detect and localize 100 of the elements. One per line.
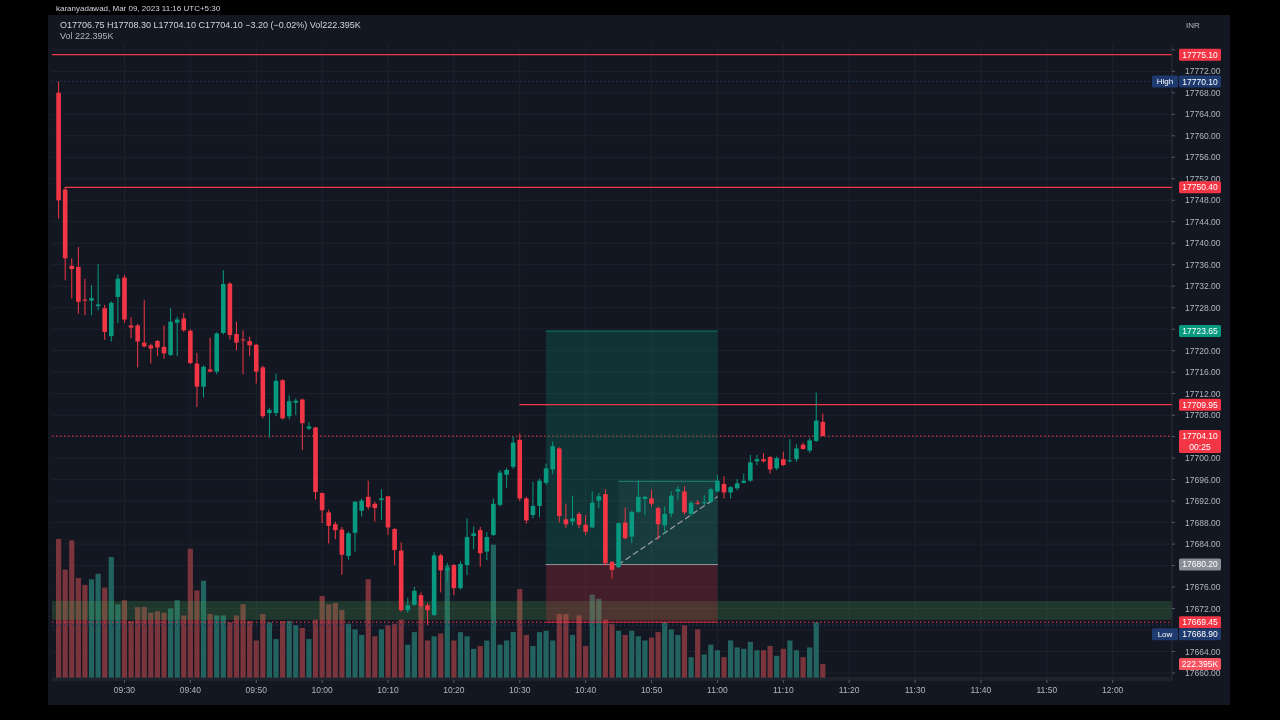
- ref-line-label: 17775.10: [1182, 49, 1218, 60]
- candlestick: [748, 454, 753, 483]
- y-tick-label: 17712.00: [1185, 388, 1221, 399]
- bar: [714, 650, 721, 678]
- x-tick-label: 10:10: [377, 685, 399, 695]
- bar: [774, 655, 780, 678]
- candlestick: [201, 364, 206, 398]
- ref-line-label: 17669.45: [1182, 617, 1218, 628]
- candlestick: [135, 323, 140, 368]
- x-tick-label: 11:20: [838, 685, 860, 695]
- bar: [615, 630, 622, 678]
- candlestick: [701, 494, 707, 506]
- candlestick: [69, 257, 75, 300]
- ref-line-label: High 17770.10: [1156, 76, 1218, 87]
- candlestick: [89, 284, 94, 316]
- bar: [200, 580, 207, 678]
- y-tick-label: 17676.00: [1185, 582, 1221, 593]
- candlestick: [102, 304, 108, 341]
- y-tick-label: 17700.00: [1185, 453, 1221, 464]
- candlestick: [570, 495, 575, 526]
- x-tick-label: 10:40: [575, 685, 597, 695]
- bar: [306, 639, 312, 678]
- candlestick: [477, 526, 483, 568]
- bar: [438, 633, 444, 678]
- x-tick-label: 09:50: [245, 685, 268, 695]
- candlestick: [392, 527, 397, 566]
- text: 17680.20: [1182, 559, 1218, 570]
- bar: [88, 579, 95, 678]
- bar: [214, 615, 220, 678]
- y-tick-label: 17672.00: [1185, 603, 1221, 614]
- bar: [648, 637, 655, 678]
- candlestick: [95, 263, 101, 311]
- bar: [174, 600, 180, 678]
- bar: [629, 630, 635, 678]
- candlestick: [471, 525, 476, 550]
- candlestick: [412, 586, 417, 607]
- series-label: 17709.95: [1182, 399, 1218, 410]
- candlestick: [662, 505, 668, 534]
- chart-title: karanyadawad, Mar 09, 2023 11:16 UTC+5:30: [56, 4, 221, 13]
- bar: [760, 650, 767, 678]
- bar: [477, 646, 483, 678]
- y-tick-label: 17728.00: [1185, 302, 1221, 313]
- y-tick-label: 17696.00: [1185, 474, 1221, 485]
- x-tick-label: 10:20: [443, 685, 465, 695]
- candlestick: [359, 497, 364, 518]
- bar: [484, 640, 490, 678]
- candlestick: [543, 463, 549, 486]
- bar: [688, 657, 694, 678]
- candlestick: [326, 509, 332, 545]
- y-tick-label: 17772.00: [1185, 66, 1221, 77]
- candlestick: [365, 480, 371, 511]
- candlestick: [207, 337, 213, 373]
- y-tick-label: 17744.00: [1185, 216, 1221, 227]
- bar: [444, 565, 450, 678]
- x-tick-label: 11:40: [970, 685, 992, 695]
- candlestick: [504, 467, 509, 489]
- bar: [767, 646, 773, 678]
- chart-subtitle: O17706.75 H17708.30 L17704.10 C17704.10 −3.20 (−0.02%) Vol222.395K: [60, 20, 361, 30]
- bar: [207, 614, 213, 678]
- y-tick-label: 17764.00: [1185, 109, 1221, 120]
- text: 222.395K: [1181, 659, 1219, 670]
- y-tick-label: 17684.00: [1185, 539, 1221, 550]
- candlestick: [583, 514, 588, 536]
- y-tick-label: 17688.00: [1185, 517, 1221, 528]
- candlestick: [247, 336, 252, 357]
- candlestick: [550, 440, 556, 475]
- bar: [800, 657, 806, 678]
- x-tick-label: 11:30: [904, 685, 926, 695]
- candlestick: [267, 407, 272, 439]
- candlestick: [346, 531, 351, 561]
- x-tick-label: 09:30: [113, 685, 136, 695]
- y-tick-label: 17756.00: [1185, 152, 1221, 163]
- y-tick-label: 17732.00: [1185, 281, 1221, 292]
- bar: [655, 632, 661, 678]
- candlestick: [813, 392, 819, 443]
- text: 17723.65: [1182, 326, 1218, 337]
- x-tick-label: 10:30: [509, 685, 531, 695]
- bar: [95, 573, 101, 678]
- candlestick: [148, 343, 154, 365]
- y-tick-label: 17748.00: [1185, 195, 1221, 206]
- y-tick-label: 17708.00: [1185, 410, 1221, 421]
- y-axis-title: INR: [1186, 21, 1200, 30]
- y-tick-label: 17740.00: [1185, 238, 1221, 249]
- candlestick: [181, 312, 187, 333]
- y-tick-label: 17664.00: [1185, 646, 1221, 657]
- series-label: 17750.40: [1182, 182, 1218, 193]
- candlestick: [524, 496, 529, 525]
- bar: [510, 632, 516, 678]
- y-tick-label: 17692.00: [1185, 496, 1221, 507]
- bar: [181, 615, 187, 678]
- candlestick: [721, 475, 727, 499]
- text: Vol 222.395K: [60, 31, 114, 41]
- bar: [398, 619, 404, 678]
- bar: [451, 640, 457, 678]
- bar: [695, 629, 701, 678]
- bar: [411, 632, 417, 678]
- candlestick: [379, 488, 384, 521]
- x-tick-label: 09:40: [179, 685, 202, 695]
- bar: [279, 621, 286, 678]
- candlestick: [682, 485, 687, 516]
